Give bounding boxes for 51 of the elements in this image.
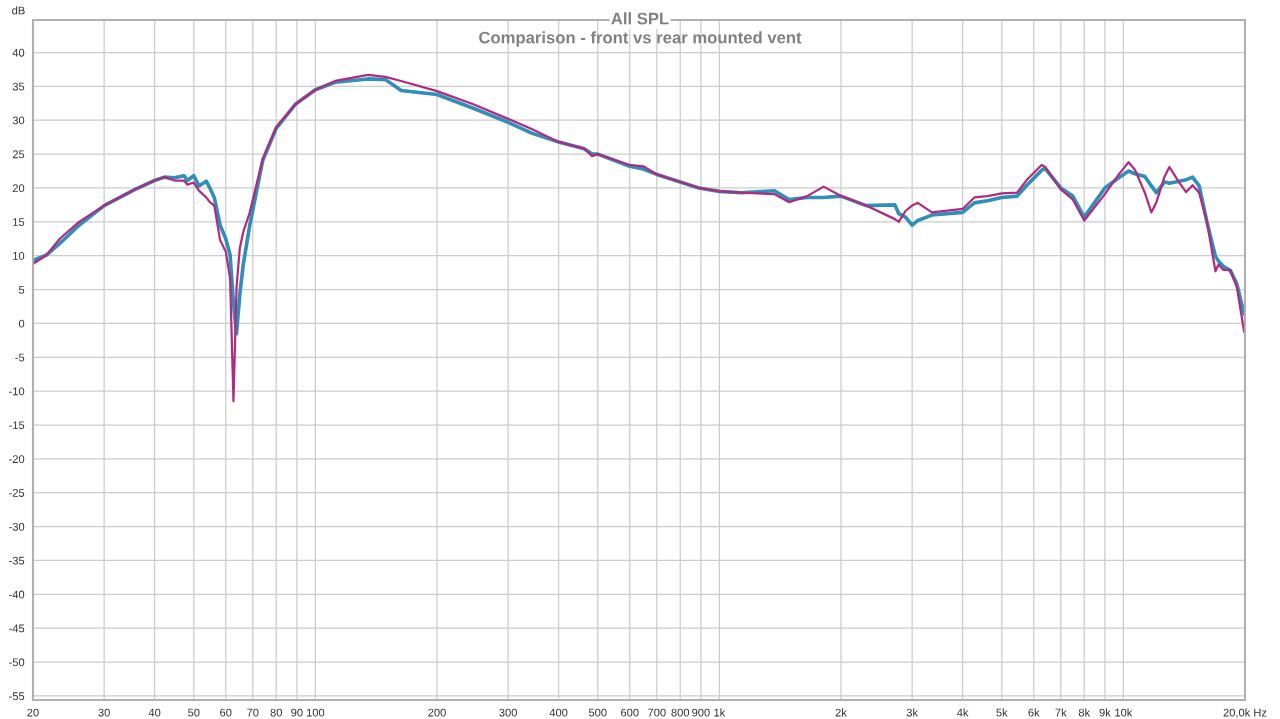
y-tick-label: -45 bbox=[9, 624, 25, 633]
x-tick-label: 800 bbox=[671, 708, 690, 717]
y-tick-label: -15 bbox=[9, 421, 25, 430]
y-tick-label: -25 bbox=[9, 489, 25, 497]
y-tick-label: 5 bbox=[18, 285, 25, 294]
x-tick-label: 70 bbox=[247, 708, 259, 717]
y-tick-label: -55 bbox=[9, 692, 25, 701]
x-tick-label: 2k bbox=[835, 708, 847, 717]
chart-title: All SPL bbox=[611, 12, 669, 25]
x-tick-label: 60 bbox=[220, 708, 232, 717]
y-tick-label: 25 bbox=[12, 150, 25, 159]
y-tick-label: 20 bbox=[12, 184, 25, 193]
x-tick-label: 4k bbox=[957, 708, 969, 717]
x-tick-label: 1k bbox=[714, 708, 726, 717]
y-tick-label: 10 bbox=[13, 251, 25, 260]
x-tick-label: 5k bbox=[996, 708, 1008, 717]
x-tick-label: 3k bbox=[906, 708, 919, 717]
x-tick-label: 90 bbox=[291, 708, 303, 717]
y-tick-label: -35 bbox=[9, 556, 25, 565]
y-tick-label: -10 bbox=[9, 387, 25, 396]
x-tick-label: 900 bbox=[692, 708, 710, 717]
x-tick-label: 6k bbox=[1028, 708, 1040, 717]
text: Comparison - front vs rear mounted vent bbox=[479, 31, 802, 47]
x-tick-label: 200 bbox=[428, 708, 446, 717]
y-tick-label: -5 bbox=[15, 353, 25, 362]
y-tick-label: 15 bbox=[13, 218, 25, 226]
x-tick-label: 400 bbox=[549, 708, 568, 717]
y-tick-label: -20 bbox=[9, 455, 25, 464]
y-axis-title: dB bbox=[12, 6, 25, 15]
x-tick-label: 20 bbox=[27, 708, 39, 717]
x-tick-label: 8k bbox=[1078, 708, 1091, 717]
x-tick-label: 40 bbox=[148, 708, 161, 717]
x-tick-label: 9k bbox=[1099, 708, 1111, 717]
y-tick-label: -40 bbox=[9, 590, 25, 599]
x-tick-label: 7k bbox=[1055, 708, 1067, 717]
x-tick-label: 100 bbox=[306, 708, 325, 717]
x-tick-label: 500 bbox=[588, 708, 607, 717]
x-tick-label: 700 bbox=[648, 708, 666, 717]
y-tick-label: 30 bbox=[12, 116, 25, 125]
x-tick-label: 80 bbox=[270, 708, 282, 717]
x-tick-label: 50 bbox=[188, 708, 200, 717]
y-tick-label: -30 bbox=[9, 522, 25, 531]
x-tick-label: 30 bbox=[98, 708, 110, 717]
y-tick-label: 0 bbox=[18, 319, 25, 328]
y-tick-label: 35 bbox=[12, 82, 25, 91]
y-tick-label: 40 bbox=[12, 48, 25, 57]
x-tick-label: 10k bbox=[1115, 708, 1133, 717]
x-tick-label: 20,0k Hz bbox=[1223, 708, 1267, 718]
x-tick-label: 600 bbox=[621, 708, 639, 717]
y-tick-label: -50 bbox=[9, 658, 25, 667]
x-tick-label: 300 bbox=[499, 708, 517, 717]
